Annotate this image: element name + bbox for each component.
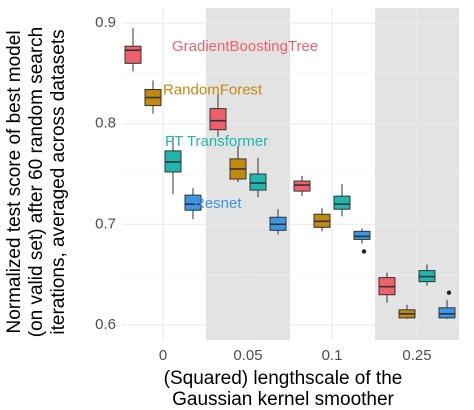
box-resnet-0.1 bbox=[353, 228, 371, 254]
box-body bbox=[333, 195, 351, 210]
y-tick-labels: 0.6 0.7 0.8 0.9 bbox=[95, 14, 116, 333]
y-axis-title: Normalized test score of best model(on v… bbox=[4, 27, 69, 338]
x-axis-title-line: (Squared) lengthscale of the bbox=[164, 368, 403, 389]
box-randomforest-0 bbox=[144, 80, 162, 114]
box-series bbox=[124, 28, 456, 319]
box-resnet-0.25 bbox=[438, 290, 456, 319]
y-tick-label: 0.9 bbox=[95, 14, 116, 31]
box-ft-transformer-0.25 bbox=[418, 264, 436, 286]
y-tick-label: 0.6 bbox=[95, 316, 116, 333]
box-resnet-0.05 bbox=[269, 209, 287, 235]
series-labels: GradientBoostingTree RandomForest FT Trans… bbox=[163, 38, 318, 212]
box-body bbox=[184, 194, 202, 211]
box-body bbox=[353, 230, 371, 240]
box-gradientboostingtree-0.25 bbox=[378, 272, 396, 303]
y-axis-title-line: (on valid set) after 60 random search bbox=[26, 27, 47, 338]
box-body bbox=[124, 45, 142, 64]
box-randomforest-0.05 bbox=[229, 145, 247, 183]
box-randomforest-0.25 bbox=[398, 304, 416, 319]
y-axis-title-line: Normalized test score of best model bbox=[4, 30, 25, 333]
box-ft-transformer-0.1 bbox=[333, 184, 351, 217]
box-gradientboostingtree-0.1 bbox=[293, 176, 311, 197]
gridlines bbox=[122, 8, 458, 340]
box-randomforest-0.1 bbox=[313, 208, 331, 232]
series-label-resnet: Resnet bbox=[194, 195, 242, 212]
box-gradientboostingtree-0 bbox=[124, 28, 142, 72]
series-label-gradientboostingtree: GradientBoostingTree bbox=[172, 38, 318, 55]
box-body bbox=[249, 173, 267, 191]
outlier-point bbox=[446, 290, 452, 295]
box-ft-transformer-0.05 bbox=[249, 157, 267, 198]
box-gradientboostingtree-0.05 bbox=[209, 93, 227, 137]
box-resnet-0 bbox=[184, 188, 202, 220]
series-label-ft-transformer: FT Transformer bbox=[165, 133, 268, 150]
x-tick-label: 0.1 bbox=[322, 347, 343, 364]
y-tick-label: 0.8 bbox=[95, 115, 116, 132]
x-tick-label: 0 bbox=[159, 347, 167, 364]
x-tick-label: 0.25 bbox=[402, 347, 431, 364]
y-tick-label: 0.7 bbox=[95, 215, 116, 232]
box-body bbox=[209, 108, 227, 131]
x-tick-label: 0.05 bbox=[233, 347, 262, 364]
box-ft-transformer-0 bbox=[164, 135, 182, 195]
y-axis-title-line: iterations, averaged across datasets bbox=[48, 29, 69, 334]
box-body bbox=[293, 180, 311, 192]
x-axis-title: (Squared) lengthscale of the Gaussian ker… bbox=[164, 368, 403, 410]
outlier-point bbox=[361, 249, 367, 254]
x-axis-title-line: Gaussian kernel smoother bbox=[172, 389, 394, 410]
box-body bbox=[438, 307, 456, 319]
x-tick-labels: 0 0.05 0.1 0.25 bbox=[159, 347, 432, 364]
series-label-randomforest: RandomForest bbox=[163, 81, 263, 98]
